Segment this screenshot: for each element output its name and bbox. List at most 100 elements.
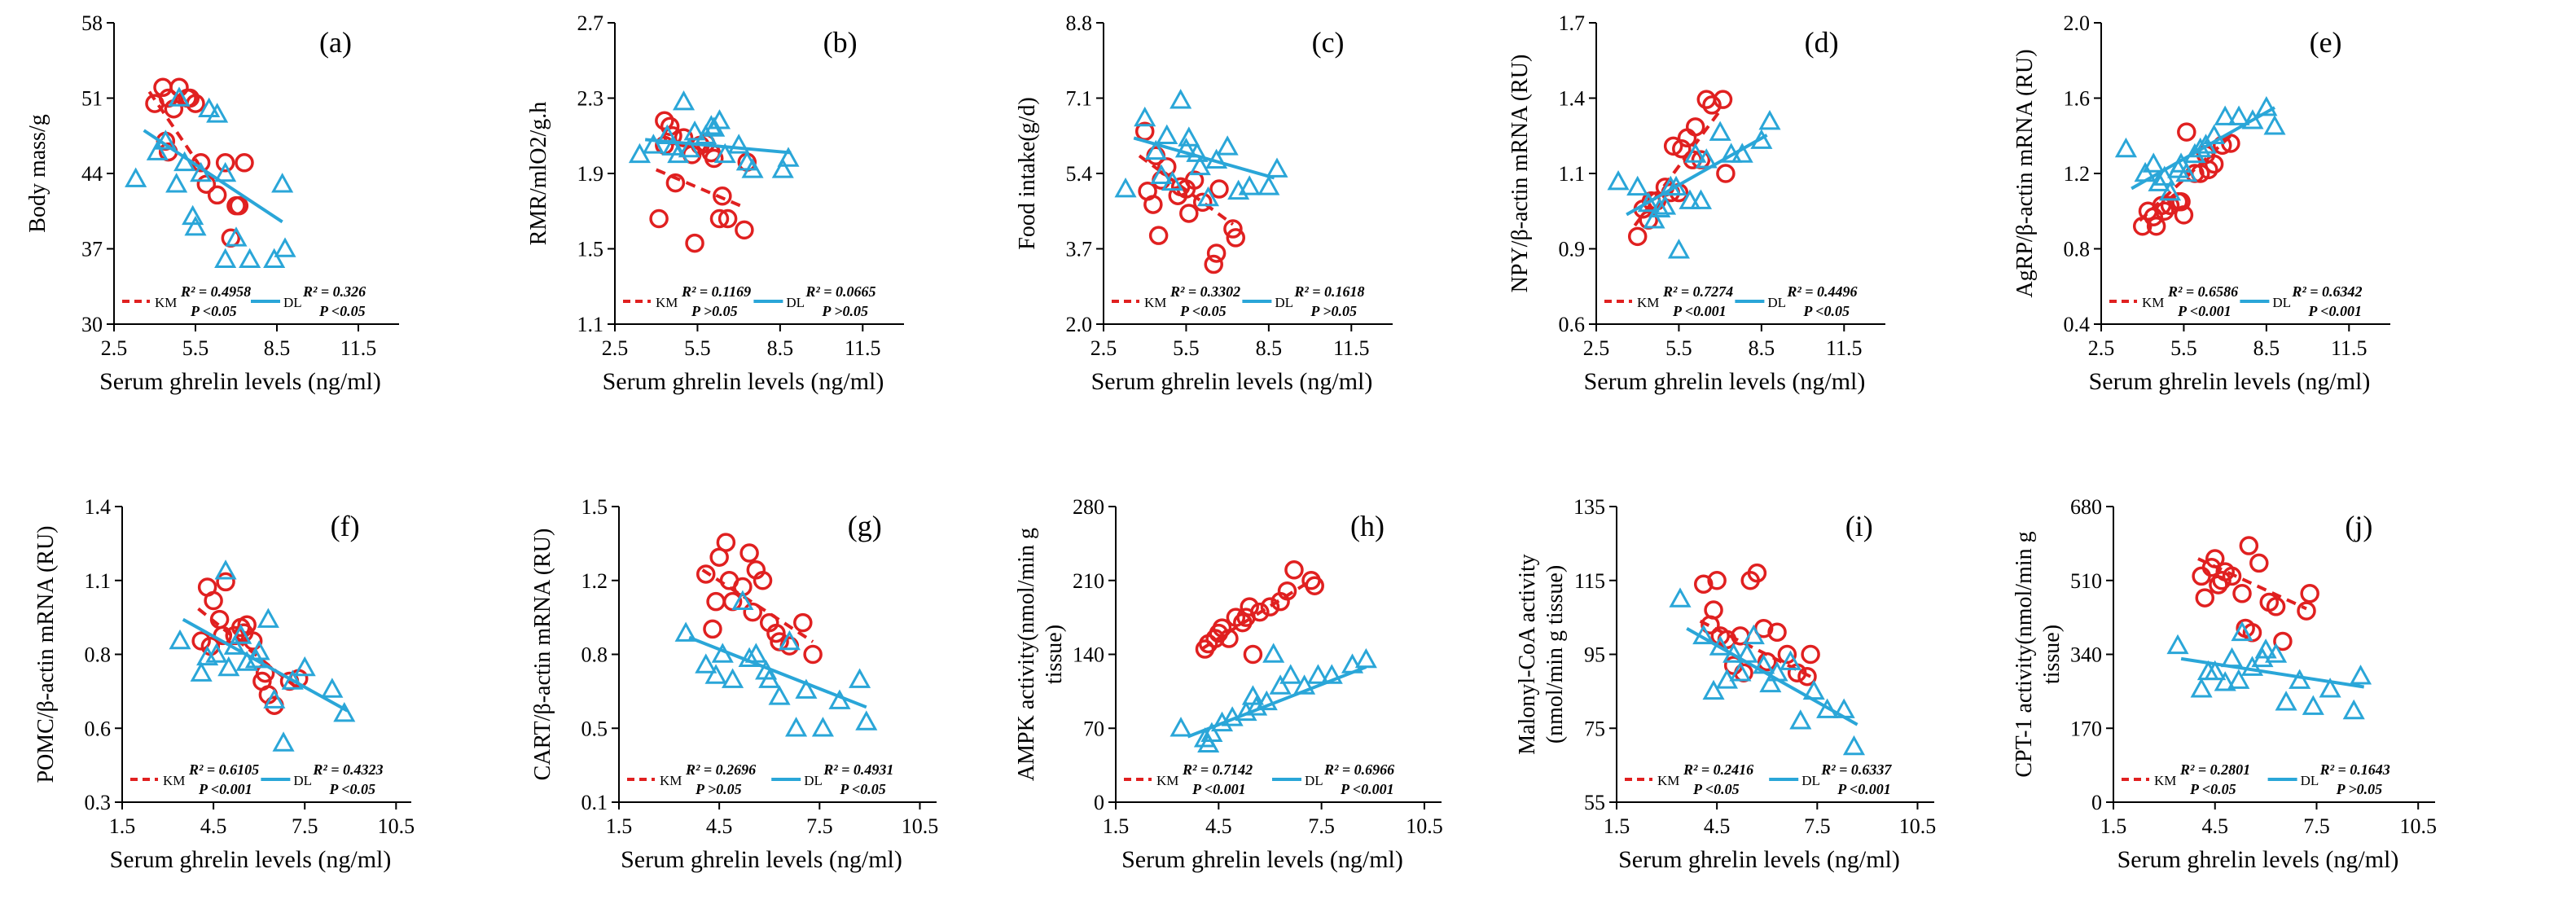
p10-dl-fit-line (2180, 656, 2364, 689)
p3-dl-point (1150, 164, 1173, 185)
p7-ytick-label: 0.5 (581, 717, 608, 740)
p4-ylabel: NPY/β-actin mRNA (RU) (1507, 55, 1533, 293)
p4-xtick-label: 11.5 (1826, 336, 1863, 360)
p1-km-point (229, 195, 249, 216)
p2-ytick-label: 2.3 (577, 87, 604, 111)
p3-xlabel: Serum ghrelin levels (ng/ml) (1091, 368, 1373, 395)
p4-dl-point (1653, 195, 1677, 215)
p4-dl-point (1667, 239, 1690, 259)
p4-dl-point (1758, 110, 1781, 130)
p8-legend-dl-label: DL (1305, 773, 1323, 788)
p7-km-point (766, 623, 786, 643)
p1-km-point (235, 153, 254, 173)
p9-dl-point (1709, 635, 1731, 656)
p10-km-p: P <0.05 (2189, 781, 2236, 797)
p3-ylabel: Food intake(g/d) (1015, 97, 1040, 249)
p3-km-point (1148, 226, 1169, 245)
p9-ytick-label: 95 (1584, 643, 1605, 667)
p3-km-point (1223, 219, 1243, 239)
p9-dl-point (1702, 679, 1725, 700)
p7-dl-point (695, 653, 718, 673)
p3-km-point (1209, 179, 1229, 199)
p6-dl-point (169, 629, 191, 650)
p7-dl-p: P <0.05 (839, 781, 886, 797)
p9-legend-dl-label: DL (1801, 773, 1820, 788)
p3-km-point (1206, 244, 1227, 263)
p8-xlabel: Serum ghrelin levels (ng/ml) (1121, 846, 1403, 873)
p7-xtick-label: 10.5 (902, 814, 939, 838)
p4-dl-r2: R² = 0.4496 (1786, 283, 1857, 300)
p3-panel-label: (c) (1312, 26, 1345, 59)
p9-km-point (1693, 574, 1714, 595)
p8-km-point (1305, 576, 1324, 595)
p8-ytick-label: 70 (1083, 717, 1104, 740)
p8-ylabel-line2: tissue) (1042, 625, 1067, 684)
p1-dl-point (198, 97, 221, 118)
p8-dl-point (1241, 685, 1264, 705)
p2-dl-point (672, 90, 696, 111)
p5-ytick-label: 0.8 (2064, 238, 2091, 261)
p7-km-p: P >0.05 (695, 781, 742, 797)
p7-dl-r2: R² = 0.4931 (823, 761, 893, 778)
p6-ylabel: POMC/β-actin mRNA (RU) (33, 525, 59, 783)
p6-dl-point (333, 702, 356, 722)
p8-dl-point (1354, 647, 1377, 669)
p7-ytick-label: 1.5 (581, 495, 608, 519)
p5-dl-point (2142, 152, 2165, 173)
p2-dl-point (642, 134, 665, 154)
p8-dl-point (1197, 732, 1220, 752)
p5-xtick-label: 8.5 (2253, 336, 2280, 360)
p1-dl-point (165, 173, 188, 193)
p8-dl-r2: R² = 0.6966 (1323, 761, 1394, 778)
p5-dl-point (2203, 124, 2226, 145)
p5-dl-point (2214, 105, 2236, 125)
p6-dl-point (248, 640, 270, 660)
p9-dl-point (1832, 698, 1855, 718)
p5-dl-point (2134, 161, 2157, 182)
p4-dl-point (1679, 189, 1701, 209)
p2-dl-point (628, 143, 651, 164)
p1-ytick-label: 44 (81, 162, 103, 186)
p9-km-p: P <0.05 (1692, 781, 1740, 797)
p6-legend-km-label: KM (163, 773, 185, 788)
p9-xlabel: Serum ghrelin levels (ng/ml) (1618, 846, 1900, 873)
p9-ytick-label: 135 (1573, 495, 1605, 519)
p5-ytick-label: 1.2 (2064, 162, 2091, 186)
p10-km-point (2300, 584, 2319, 603)
p6-dl-point (263, 688, 286, 709)
p10-legend-km-label: KM (2154, 773, 2176, 788)
p7-dl-point (778, 630, 801, 651)
p3-dl-point (1144, 139, 1167, 160)
p1-dl-point (190, 161, 213, 182)
p4-dl-point (1750, 129, 1773, 149)
p7-dl-point (738, 647, 761, 667)
p10-ytick-label: 340 (2070, 643, 2102, 667)
p3-dl-p: P >0.05 (1310, 303, 1357, 319)
p3-dl-r2: R² = 0.1618 (1293, 283, 1364, 300)
p1-legend-km-label: KM (155, 295, 177, 310)
p1-dl-point (214, 161, 237, 182)
p3-km-point (1204, 254, 1223, 274)
p3-xtick-label: 5.5 (1173, 336, 1200, 360)
p6-dl-p: P <0.05 (328, 781, 375, 797)
p10-ytick-label: 510 (2070, 569, 2102, 593)
p4-xtick-label: 2.5 (1583, 336, 1610, 360)
p3-ytick-label: 2.0 (1066, 313, 1093, 336)
p9-dl-point (1802, 679, 1825, 700)
p6-xtick-label: 7.5 (292, 814, 318, 838)
p9-dl-point (1789, 709, 1812, 730)
p7-dl-point (731, 590, 754, 610)
p4-xtick-label: 5.5 (1665, 336, 1692, 360)
p10-km-point (2192, 566, 2211, 586)
p8-xtick-label: 1.5 (1103, 814, 1130, 838)
p10-km-r2: R² = 0.2801 (2179, 761, 2250, 778)
p10-km-point (2249, 553, 2269, 573)
p2-dl-r2: R² = 0.0665 (805, 283, 875, 300)
p5-panel-label: (e) (2310, 26, 2342, 59)
p3-ytick-label: 7.1 (1066, 87, 1093, 111)
p1-km-point (207, 185, 227, 205)
p6-dl-point (281, 669, 304, 690)
p8-dl-point (1269, 674, 1292, 695)
p8-km-point (1260, 597, 1280, 616)
